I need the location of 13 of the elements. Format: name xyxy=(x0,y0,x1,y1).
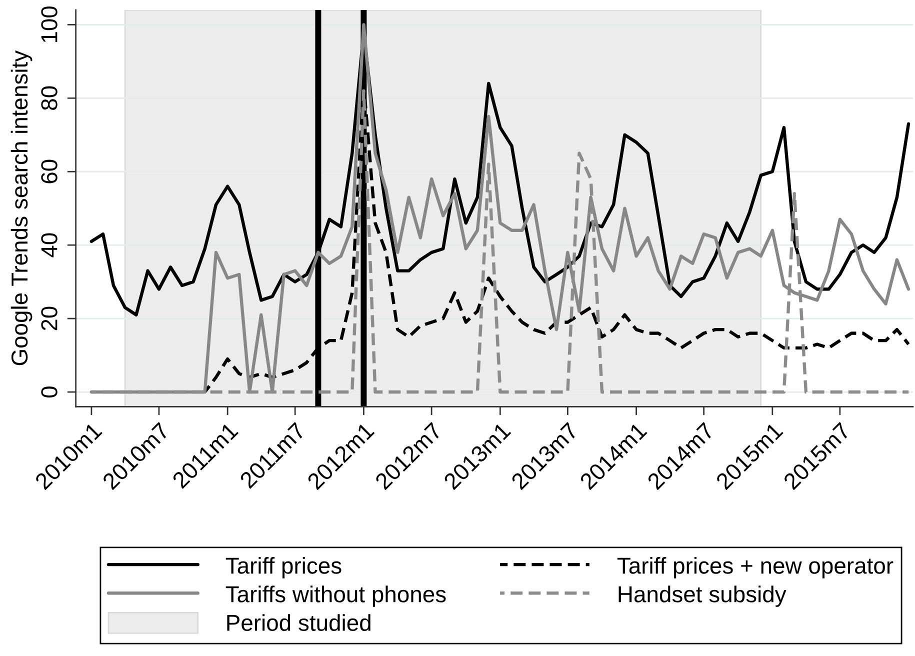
line-series xyxy=(90,23,910,394)
y-tick-label: 20 xyxy=(41,306,58,330)
y-tick-label: 0 xyxy=(41,386,58,398)
y-tick-label: 100 xyxy=(41,6,58,42)
legend-label: Period studied xyxy=(227,614,370,631)
legend-label: Tariff prices xyxy=(226,556,342,578)
legend-label: Tariff prices + new operator xyxy=(617,556,894,578)
y-tick-label: 80 xyxy=(41,86,58,110)
y-tick-label: 40 xyxy=(41,233,58,258)
legend-label: Tariffs without phones xyxy=(226,586,446,607)
legend-label: Handset subsidy xyxy=(618,586,786,607)
y-axis-title: Google Trends search intensity xyxy=(10,50,32,366)
y-tick-label: 60 xyxy=(41,160,58,184)
